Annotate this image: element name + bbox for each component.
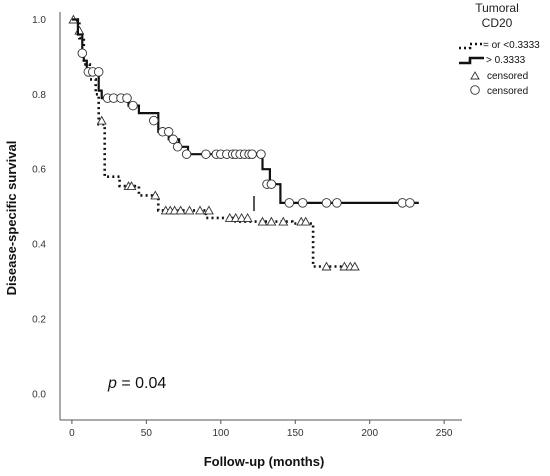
legend-title-line2: CD20: [482, 16, 513, 30]
y-ticks: 0.0 0.2 0.4 0.6 0.8 1.0: [32, 15, 46, 400]
censored-triangle-marker: [74, 25, 85, 35]
censored-triangle-marker: [339, 261, 350, 271]
x-axis-label: Follow-up (months): [204, 454, 325, 469]
x-tick-label: 0: [69, 428, 75, 439]
censored-triangle-marker: [169, 205, 180, 215]
legend-solid-line-swatch: [459, 56, 484, 65]
legend-triangle-icon: [470, 71, 480, 80]
censored-circle-marker: [128, 100, 138, 111]
censored-triangle-marker: [175, 205, 186, 215]
plot-area: [68, 14, 419, 271]
legend-entry-low: = or <0.3333: [483, 40, 540, 51]
censored-triangle-marker: [236, 212, 247, 222]
censored-circle-marker: [284, 198, 295, 208]
x-tick-label: 250: [436, 428, 453, 439]
x-tick-label: 50: [141, 428, 153, 439]
censored-triangle-marker: [150, 190, 161, 200]
censored-circle-marker: [168, 134, 178, 145]
censored-triangle-marker: [96, 115, 107, 125]
x-tick-label: 200: [361, 428, 378, 439]
p-symbol: p: [107, 375, 117, 392]
censored-circle-marker: [181, 149, 192, 159]
censored-triangle-marker: [300, 216, 311, 226]
x-ticks: 0 50 100 150 200 250: [69, 420, 453, 439]
censored-circle-marker: [77, 48, 88, 58]
censored-triangle-marker: [230, 212, 241, 222]
censored-triangle-marker: [184, 205, 195, 215]
censored-triangle-marker: [257, 216, 268, 226]
series-line-1: [71, 18, 419, 204]
axes: [59, 12, 462, 421]
censored-triangle-marker: [278, 216, 289, 226]
legend: Tumoral CD20 = or <0.3333 > 0.3333 censo…: [459, 1, 540, 97]
censored-triangle-marker: [266, 216, 277, 226]
censored-circle-marker: [122, 93, 132, 103]
y-axis-label: Disease-specific survival: [4, 141, 19, 296]
censored-circle-marker: [93, 67, 104, 77]
censored-circle-marker: [297, 198, 308, 208]
legend-circle-icon: [470, 85, 480, 95]
censored-circle-marker: [172, 142, 183, 152]
censored-circle-marker: [321, 198, 332, 208]
censored-circle-marker: [332, 198, 342, 208]
censored-circle-marker: [405, 198, 415, 208]
censored-triangle-marker: [126, 181, 137, 191]
censored-triangle-marker: [195, 205, 205, 215]
censored-circle-marker: [266, 179, 277, 189]
censored-circle-marker: [149, 115, 159, 126]
censored-circle-marker: [201, 149, 211, 159]
y-tick-label: 0.0: [32, 389, 46, 400]
legend-title-line1: Tumoral: [475, 1, 519, 15]
y-tick-label: 0.8: [32, 90, 46, 101]
x-tick-label: 150: [287, 428, 304, 439]
censored-circle-marker: [256, 149, 266, 159]
censored-triangle-marker: [242, 212, 253, 222]
y-tick-label: 0.6: [32, 165, 46, 176]
censored-triangle-marker: [224, 212, 235, 222]
y-tick-label: 1.0: [32, 15, 46, 26]
y-tick-label: 0.4: [32, 240, 46, 251]
y-tick-label: 0.2: [32, 314, 46, 325]
legend-entry-censored-triangle: censored: [487, 71, 528, 82]
censored-triangle-marker: [203, 205, 214, 215]
series-line-0: [71, 18, 358, 268]
censored-triangle-marker: [321, 261, 332, 271]
x-tick-label: 100: [212, 428, 229, 439]
censored-circle-marker: [163, 127, 174, 137]
legend-entry-high: > 0.3333: [486, 55, 526, 66]
p-value-text: = 0.04: [117, 375, 166, 392]
p-value-annotation: p = 0.04: [107, 375, 166, 392]
legend-dotted-line-swatch: [459, 42, 484, 50]
censored-triangle-marker: [349, 261, 360, 271]
legend-entry-censored-circle: censored: [487, 86, 528, 97]
censored-circle-marker: [247, 149, 257, 159]
